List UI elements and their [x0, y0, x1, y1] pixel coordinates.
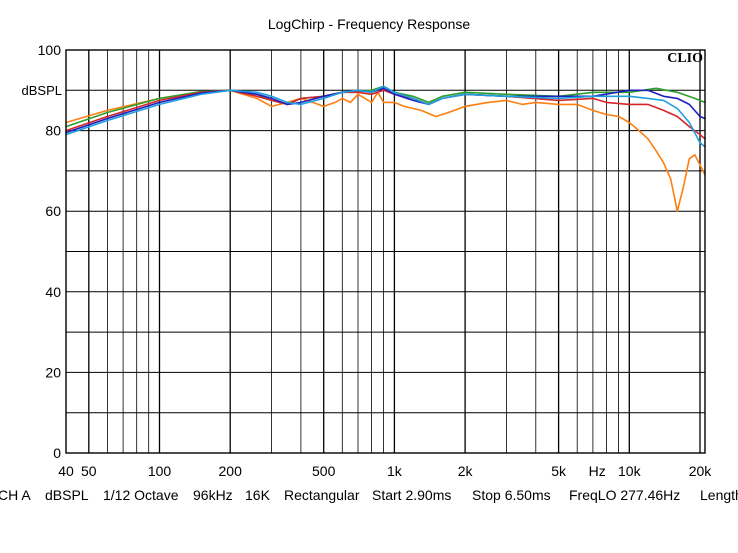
x-tick-label: 5k: [551, 463, 567, 479]
frequency-response-chart: LogChirp - Frequency Response 0 20 40 60 80 1…: [22, 16, 713, 479]
x-axis-ticks: 40 50 100 200 500 1k 2k 5k 10k 20k Hz: [58, 463, 712, 479]
x-tick-label: 1k: [387, 463, 403, 479]
clio-brand-label: CLIO: [667, 51, 703, 66]
status-units: dBSPL: [45, 487, 89, 503]
y-tick-label: 100: [38, 42, 62, 58]
x-axis-label: Hz: [589, 463, 606, 479]
status-sample-rate: 96kHz: [193, 487, 233, 503]
x-tick-label: 20k: [689, 463, 713, 479]
x-tick-label: 500: [312, 463, 336, 479]
series-line: [65, 85, 706, 128]
series-line: [65, 87, 706, 134]
x-tick-label: 100: [148, 463, 172, 479]
status-window: Rectangular: [284, 487, 360, 503]
series-line: [65, 89, 706, 140]
plot-frame: [65, 49, 706, 454]
x-tick-label: 10k: [618, 463, 642, 479]
status-smoothing: 1/12 Octave: [103, 487, 179, 503]
y-axis-label: dBSPL: [22, 83, 62, 98]
x-tick-label: 2k: [458, 463, 474, 479]
x-tick-label: 200: [219, 463, 243, 479]
series-layer: [65, 85, 706, 212]
grid-minor: [66, 50, 705, 453]
grid-major: [88, 50, 701, 453]
y-tick-label: 40: [45, 284, 61, 300]
series-line: [65, 85, 706, 148]
x-tick-label: 50: [81, 463, 97, 479]
y-tick-label: 60: [45, 203, 61, 219]
status-start: Start 2.90ms: [372, 487, 452, 503]
status-bar: CH A dBSPL 1/12 Octave 96kHz 16K Rectang…: [0, 486, 738, 506]
status-length: Length: [700, 487, 738, 503]
series-line: [65, 89, 706, 212]
chart-title: LogChirp - Frequency Response: [268, 16, 471, 32]
y-tick-label: 20: [45, 364, 61, 380]
y-axis-ticks: 0 20 40 60 80 100: [38, 42, 62, 461]
status-channel: CH A: [0, 487, 31, 503]
y-tick-label: 80: [45, 123, 61, 139]
status-freq-lo: FreqLO 277.46Hz: [569, 487, 681, 503]
status-stop: Stop 6.50ms: [472, 487, 551, 503]
y-tick-label: 0: [53, 445, 61, 461]
x-tick-label: 40: [58, 463, 74, 479]
status-fft-size: 16K: [245, 487, 270, 503]
